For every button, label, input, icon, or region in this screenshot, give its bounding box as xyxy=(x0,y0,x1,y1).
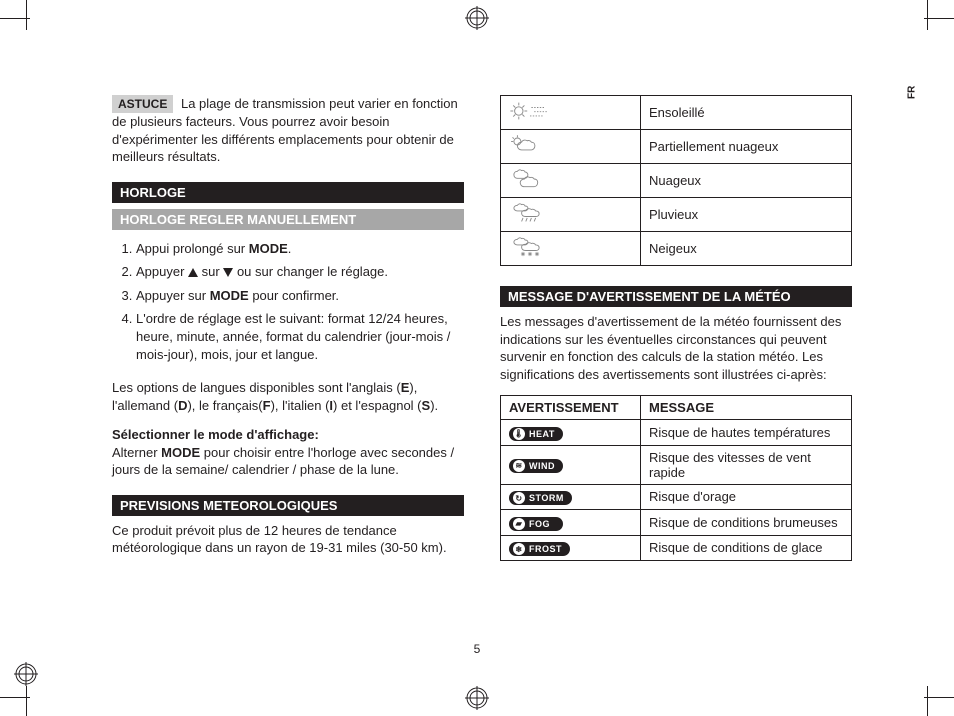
step-2: Appuyer sur ou sur changer le réglage. xyxy=(136,263,464,281)
warning-table: AVERTISSEMENT MESSAGE 🌡HEAT Risque de ha… xyxy=(500,395,852,561)
warn-badge-cell: ≋WIND xyxy=(501,445,641,484)
warn-msg: Risque de hautes températures xyxy=(641,420,852,446)
fog-badge: ▰FOG xyxy=(509,517,563,531)
th-message: MESSAGE xyxy=(641,396,852,420)
weather-label: Pluvieux xyxy=(641,198,852,232)
heading-horloge: HORLOGE xyxy=(112,182,464,203)
table-row: Partiellement nuageux xyxy=(501,130,852,164)
weather-icon-sunny xyxy=(501,96,641,130)
table-header-row: AVERTISSEMENT MESSAGE xyxy=(501,396,852,420)
forecast-text: Ce produit prévoit plus de 12 heures de … xyxy=(112,522,464,557)
storm-icon: ↻ xyxy=(513,492,525,504)
weather-icon-snowy xyxy=(501,232,641,266)
left-column: ASTUCE La plage de transmission peut var… xyxy=(112,95,464,569)
weather-label: Partiellement nuageux xyxy=(641,130,852,164)
warn-badge-cell: 🌡HEAT xyxy=(501,420,641,446)
weather-icon-cloudy xyxy=(501,164,641,198)
warning-intro: Les messages d'avertissement de la météo… xyxy=(500,313,852,383)
table-row: ↻STORM Risque d'orage xyxy=(501,484,852,510)
wind-icon: ≋ xyxy=(513,460,525,472)
down-arrow-icon xyxy=(223,268,233,277)
frost-icon: ❄ xyxy=(513,543,525,555)
warn-badge-cell: ▰FOG xyxy=(501,510,641,536)
table-row: 🌡HEAT Risque de hautes températures xyxy=(501,420,852,446)
th-warning: AVERTISSEMENT xyxy=(501,396,641,420)
heading-warning: MESSAGE D'AVERTISSEMENT DE LA MÉTÉO xyxy=(500,286,852,307)
weather-icon-table: Ensoleillé Partiellement nuageux Nuageux… xyxy=(500,95,852,266)
tip-badge: ASTUCE xyxy=(112,95,173,113)
table-row: ≋WIND Risque des vitesses de vent rapide xyxy=(501,445,852,484)
storm-badge: ↻STORM xyxy=(509,491,572,505)
registration-mark xyxy=(14,662,38,686)
heading-forecast: PREVISIONS METEOROLOGIQUES xyxy=(112,495,464,516)
clock-steps: Appui prolongé sur MODE. Appuyer sur ou … xyxy=(112,240,464,363)
fog-icon: ▰ xyxy=(513,518,525,530)
step-4: L'ordre de réglage est le suivant: forma… xyxy=(136,310,464,363)
right-column: Ensoleillé Partiellement nuageux Nuageux… xyxy=(500,95,852,569)
page-number: 5 xyxy=(0,642,954,656)
frost-badge: ❄FROST xyxy=(509,542,570,556)
table-row: Ensoleillé xyxy=(501,96,852,130)
registration-mark xyxy=(465,686,489,710)
warn-msg: Risque de conditions de glace xyxy=(641,535,852,561)
tip-paragraph: ASTUCE La plage de transmission peut var… xyxy=(112,95,464,166)
weather-icon-partly-cloudy xyxy=(501,130,641,164)
warn-badge-cell: ❄FROST xyxy=(501,535,641,561)
registration-mark xyxy=(465,6,489,30)
up-arrow-icon xyxy=(188,268,198,277)
warn-msg: Risque des vitesses de vent rapide xyxy=(641,445,852,484)
heading-horloge-manual: HORLOGE REGLER MANUELLEMENT xyxy=(112,209,464,230)
language-options: Les options de langues disponibles sont … xyxy=(112,379,464,414)
table-row: ▰FOG Risque de conditions brumeuses xyxy=(501,510,852,536)
table-row: ❄FROST Risque de conditions de glace xyxy=(501,535,852,561)
weather-label: Neigeux xyxy=(641,232,852,266)
step-3: Appuyer sur MODE pour confirmer. xyxy=(136,287,464,305)
language-tab: FR xyxy=(900,78,924,106)
table-row: Pluvieux xyxy=(501,198,852,232)
warn-msg: Risque d'orage xyxy=(641,484,852,510)
weather-label: Ensoleillé xyxy=(641,96,852,130)
table-row: Nuageux xyxy=(501,164,852,198)
warn-msg: Risque de conditions brumeuses xyxy=(641,510,852,536)
warn-badge-cell: ↻STORM xyxy=(501,484,641,510)
select-mode-heading: Sélectionner le mode d'affichage: xyxy=(112,427,319,442)
weather-label: Nuageux xyxy=(641,164,852,198)
page-content: ASTUCE La plage de transmission peut var… xyxy=(112,95,852,569)
step-1: Appui prolongé sur MODE. xyxy=(136,240,464,258)
wind-badge: ≋WIND xyxy=(509,459,563,473)
heat-badge: 🌡HEAT xyxy=(509,427,563,441)
weather-icon-rainy xyxy=(501,198,641,232)
select-mode: Sélectionner le mode d'affichage: Altern… xyxy=(112,426,464,479)
heat-icon: 🌡 xyxy=(513,428,525,440)
table-row: Neigeux xyxy=(501,232,852,266)
